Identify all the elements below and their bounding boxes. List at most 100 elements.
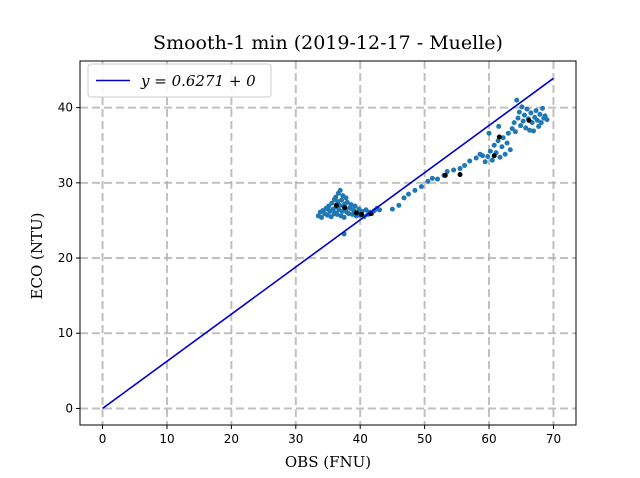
data-point <box>319 214 325 220</box>
data-point <box>512 129 518 135</box>
data-point <box>526 117 532 123</box>
data-point <box>377 207 383 213</box>
data-point <box>497 154 503 160</box>
data-point <box>457 172 463 178</box>
data-point <box>324 212 330 218</box>
data-point <box>520 118 526 124</box>
data-point <box>348 202 354 208</box>
y-axis-label: ECO (NTU) <box>28 213 46 300</box>
data-point <box>342 205 348 211</box>
y-tick-label: 20 <box>58 251 73 265</box>
data-point <box>328 214 334 220</box>
data-point <box>495 138 501 144</box>
data-point <box>473 155 479 161</box>
x-tick-label: 20 <box>224 432 239 446</box>
data-point <box>485 154 491 160</box>
data-point <box>331 211 337 217</box>
data-point <box>451 167 457 173</box>
x-tick-label: 0 <box>99 432 107 446</box>
data-points <box>315 97 550 237</box>
y-tick-label: 10 <box>58 326 73 340</box>
data-point <box>412 187 418 193</box>
data-point <box>530 128 536 134</box>
x-tick-label: 70 <box>546 432 561 446</box>
data-point <box>528 110 534 116</box>
data-point <box>542 113 548 119</box>
data-point <box>467 158 473 164</box>
data-point <box>496 123 502 129</box>
data-point <box>505 130 511 136</box>
y-tick-label: 40 <box>58 101 73 115</box>
data-point <box>457 166 463 172</box>
data-point <box>516 109 522 115</box>
grid-lines <box>80 61 576 425</box>
data-point <box>491 142 497 148</box>
data-point <box>325 206 331 212</box>
legend: y = 0.6271 + 0 <box>87 63 272 98</box>
data-point <box>333 202 339 208</box>
data-point <box>507 147 513 153</box>
data-point <box>349 211 355 217</box>
x-tick-label: 60 <box>481 432 496 446</box>
data-point <box>540 105 546 111</box>
data-point <box>496 134 502 140</box>
x-tick-label: 10 <box>159 432 174 446</box>
data-point <box>352 203 358 209</box>
data-point <box>515 115 521 121</box>
data-point <box>534 117 540 123</box>
data-point <box>500 135 506 141</box>
data-point <box>396 202 402 208</box>
plot-frame <box>79 60 577 426</box>
data-point <box>333 194 339 200</box>
data-point <box>348 205 354 211</box>
data-point <box>344 199 350 205</box>
x-axis-label: OBS (FNU) <box>285 453 371 471</box>
data-point <box>435 176 441 182</box>
data-point <box>389 206 395 212</box>
data-point <box>462 163 468 169</box>
data-point <box>486 130 492 136</box>
data-point <box>425 178 431 184</box>
data-point <box>521 112 527 118</box>
y-tick-label: 30 <box>58 176 73 190</box>
data-point <box>444 169 450 175</box>
x-tick-label: 30 <box>288 432 303 446</box>
x-tick-label: 50 <box>417 432 432 446</box>
data-point <box>337 187 343 193</box>
data-point <box>519 104 525 110</box>
data-point <box>499 144 505 150</box>
data-point <box>511 120 517 126</box>
data-point <box>487 148 493 154</box>
data-point <box>480 153 486 159</box>
chart-title: Smooth-1 min (2019-12-17 - Muelle) <box>153 32 503 54</box>
fit-line-layer <box>102 77 554 410</box>
axis-ticks: 0 10 20 30 40 50 60 70 0 10 20 30 40 <box>58 101 561 446</box>
data-point <box>489 157 495 163</box>
data-point <box>527 127 533 133</box>
fit-line <box>102 77 554 410</box>
data-point <box>442 172 448 178</box>
data-point <box>401 195 407 201</box>
data-point <box>358 211 364 217</box>
data-point <box>329 200 335 206</box>
data-point <box>429 175 435 181</box>
data-point <box>341 214 347 220</box>
data-point <box>343 195 349 201</box>
data-point <box>544 117 550 123</box>
legend-box <box>87 63 272 98</box>
data-point <box>514 97 520 103</box>
data-point <box>502 151 508 157</box>
data-point <box>538 120 544 126</box>
data-point <box>533 108 539 114</box>
data-point <box>518 123 524 129</box>
data-point <box>482 159 488 165</box>
data-point <box>346 211 352 217</box>
data-point <box>353 210 359 216</box>
data-point <box>523 125 529 131</box>
legend-label: y = 0.6271 + 0 <box>140 72 256 90</box>
data-point <box>524 106 530 112</box>
y-tick-label: 0 <box>65 401 73 415</box>
data-point <box>406 191 412 197</box>
data-point <box>537 111 543 117</box>
